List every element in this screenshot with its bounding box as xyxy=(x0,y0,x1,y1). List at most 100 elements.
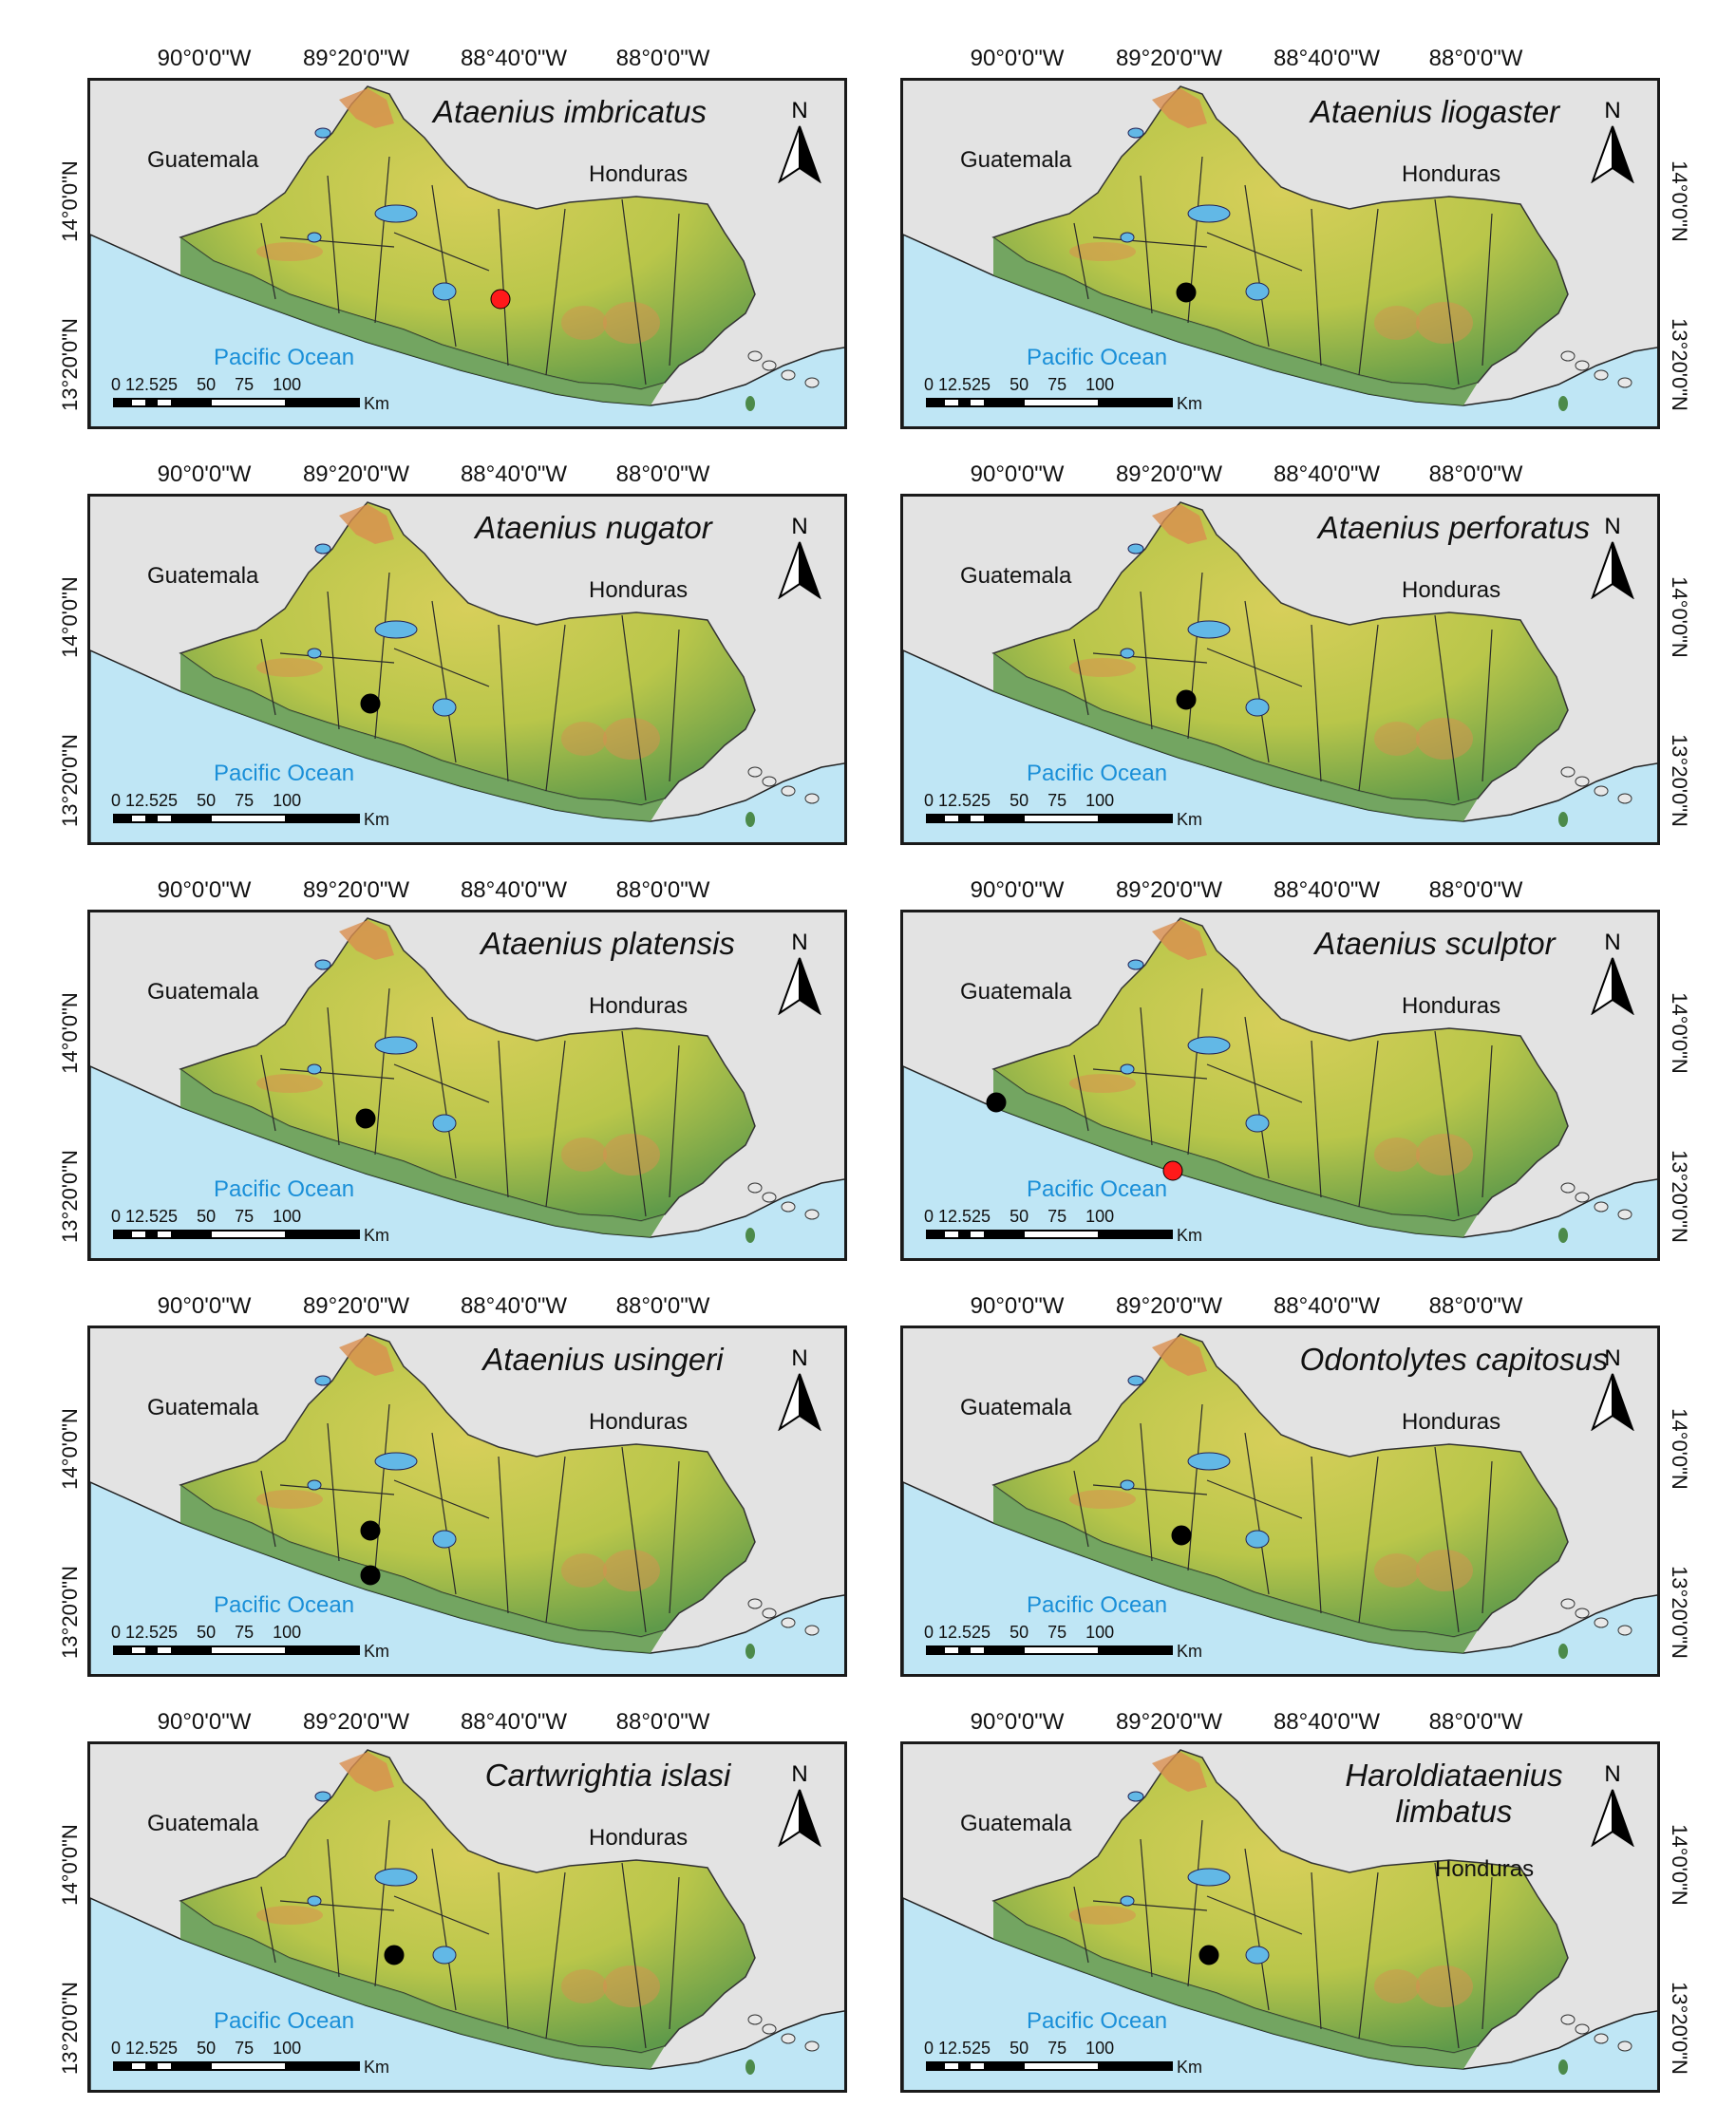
north-arrow: N xyxy=(1589,1761,1636,1852)
department-border xyxy=(1434,1030,1460,1217)
longitude-label: 89°20'0"W xyxy=(1115,877,1223,903)
scale-segment xyxy=(131,816,145,821)
scale-segment xyxy=(1098,2063,1171,2069)
department-border xyxy=(327,1422,340,1562)
volcano-san-miguel xyxy=(1416,718,1473,760)
scale-segment xyxy=(115,1232,132,1237)
department-border xyxy=(260,1054,276,1132)
north-arrow: N xyxy=(1589,514,1636,604)
department-border xyxy=(1311,1040,1322,1198)
highland-west xyxy=(1069,242,1136,261)
volcano-usulutan xyxy=(1374,722,1420,756)
highland-west xyxy=(256,1906,323,1925)
gulf-island xyxy=(747,1182,763,1194)
scale-segment xyxy=(144,1232,159,1237)
longitude-label: 90°0'0"W xyxy=(157,877,252,903)
species-title-line: limbatus xyxy=(1395,1794,1513,1829)
department-border xyxy=(1481,629,1493,782)
department-border xyxy=(279,1484,395,1495)
longitude-label: 88°40'0"W xyxy=(1273,46,1381,71)
gulf-island xyxy=(1617,2040,1632,2052)
volcano-san-miguel xyxy=(1416,302,1473,344)
lake-guija xyxy=(314,543,331,555)
north-label: N xyxy=(791,1761,808,1787)
department-border xyxy=(545,1871,566,2040)
label-honduras: Honduras xyxy=(589,1825,689,1851)
scale-segment xyxy=(984,2063,1026,2069)
department-border xyxy=(260,638,276,716)
scale-segment xyxy=(285,400,358,405)
highland-north xyxy=(1152,88,1207,128)
longitude-label: 88°40'0"W xyxy=(460,1709,568,1735)
lake-suchitlan xyxy=(374,1452,418,1471)
department-border xyxy=(1481,1460,1493,1614)
latitude-label: 14°0'0"N xyxy=(1668,1824,1691,1906)
volcano-usulutan xyxy=(1374,1969,1420,2003)
gulf-island xyxy=(1558,396,1568,411)
record-point xyxy=(490,289,511,310)
longitude-label: 89°20'0"W xyxy=(302,1709,410,1735)
label-pacific-ocean: Pacific Ocean xyxy=(214,761,355,786)
record-point xyxy=(360,1565,381,1586)
species-title-line: Haroldiataenius xyxy=(1345,1758,1563,1793)
gulf-island xyxy=(1617,1625,1632,1636)
gulf-island xyxy=(781,785,796,797)
longitude-label: 89°20'0"W xyxy=(302,46,410,71)
department-border xyxy=(1244,1432,1270,1595)
north-arrow-icon xyxy=(778,125,821,184)
department-border xyxy=(431,1016,457,1179)
lake-guija xyxy=(1127,1791,1144,1802)
longitude-label: 89°20'0"W xyxy=(1115,46,1223,71)
coastal-lowland xyxy=(993,1069,1478,1237)
scale-segment xyxy=(131,2063,145,2069)
department-border xyxy=(1244,1016,1270,1179)
north-arrow-icon xyxy=(778,1373,821,1432)
species-title: Odontolytes capitosus xyxy=(1299,1342,1609,1377)
department-border xyxy=(1140,175,1153,314)
gulf-island xyxy=(747,350,763,362)
gulf-island xyxy=(762,360,777,371)
scale-tick-labels: 0 12.525 50 75 100 xyxy=(111,1623,302,1642)
highland-north xyxy=(339,504,394,544)
label-guatemala: Guatemala xyxy=(147,563,259,589)
lake-suchitlan xyxy=(1187,204,1231,223)
lake-ilopango xyxy=(432,1114,457,1133)
scale-segment xyxy=(984,1647,1026,1653)
record-point xyxy=(360,693,381,714)
scale-segment xyxy=(115,2063,132,2069)
scale-segment xyxy=(984,400,1026,405)
scale-tick-labels: 0 12.525 50 75 100 xyxy=(111,791,302,810)
longitude-label: 88°0'0"W xyxy=(1428,46,1523,71)
department-border xyxy=(498,624,509,782)
department-border xyxy=(669,1460,680,1614)
department-border xyxy=(1073,1470,1089,1548)
latitude-label: 14°0'0"N xyxy=(1668,576,1691,658)
scale-segment xyxy=(131,1647,145,1653)
gulf-island xyxy=(1594,1201,1609,1213)
species-title: Ataenius sculptor xyxy=(1314,926,1556,961)
scale-unit: Km xyxy=(364,2058,389,2077)
volcano-usulutan xyxy=(1374,1138,1420,1172)
lake-coatepeque xyxy=(307,1063,322,1075)
latitude-label: 13°20'0"N xyxy=(1668,734,1691,827)
department-border xyxy=(621,198,647,386)
north-arrow-icon xyxy=(778,1789,821,1848)
longitude-label: 88°0'0"W xyxy=(615,1293,710,1319)
gulf-island xyxy=(747,2014,763,2025)
longitude-label: 89°20'0"W xyxy=(1115,1709,1223,1735)
species-title: Ataenius usingeri xyxy=(482,1342,724,1377)
gulf-island xyxy=(804,1625,820,1636)
scale-segment xyxy=(971,400,985,405)
department-border xyxy=(1187,1403,1203,1571)
scale-tick-labels: 0 12.525 50 75 100 xyxy=(924,375,1115,394)
scale-segment xyxy=(984,816,1026,821)
longitude-label: 88°0'0"W xyxy=(615,461,710,487)
department-border xyxy=(669,629,680,782)
department-border xyxy=(1140,1838,1153,1978)
scale-segment xyxy=(158,400,172,405)
scale-segment xyxy=(957,2063,972,2069)
department-border xyxy=(621,1446,647,1633)
north-arrow: N xyxy=(776,1761,823,1852)
north-arrow: N xyxy=(776,514,823,604)
north-label: N xyxy=(791,1345,808,1371)
